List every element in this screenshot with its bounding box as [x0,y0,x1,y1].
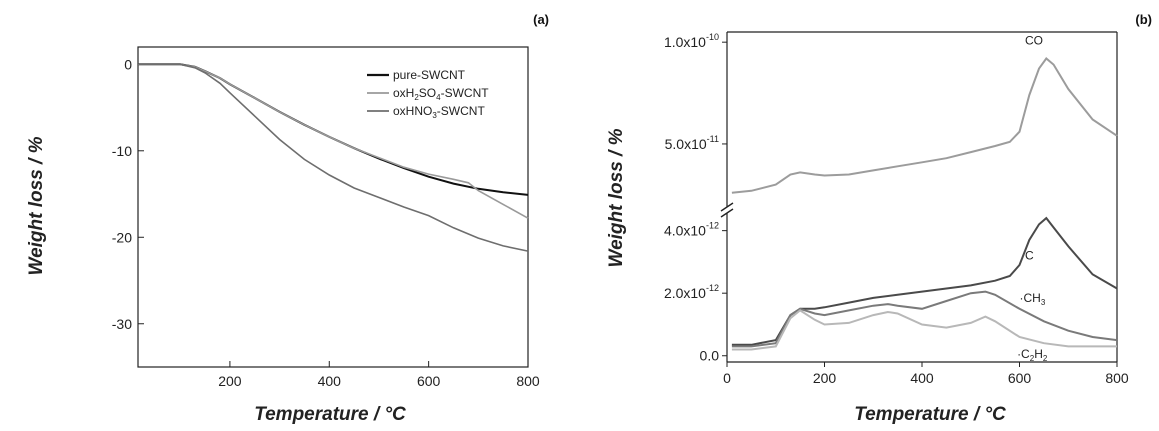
panel-b: 0 200 400 600 800 1.0x10-10 5.0x10-11 4.0x10-12… [606,12,1152,425]
x-tick-label-b: 0 [723,370,731,386]
legend-entry: oxHNO3-SWCNT [393,104,485,120]
y-tick-label-b: 4.0x10-12 [664,221,719,239]
x-tick-label-a: 200 [218,373,242,389]
y-tick-label-b: 5.0x10-11 [665,134,719,152]
series-label: CO [1025,33,1043,47]
x-tick-label-a: 400 [318,373,342,389]
series-label: ·C2H2 [1017,347,1048,363]
y-tick-label-a: 0 [124,56,132,72]
y-tick-label-b: 1.0x10-10 [664,32,719,50]
panel-label-a: (a) [533,12,549,27]
y-tick-label-a: -20 [112,229,132,245]
series-label: ·CH3 [1020,291,1046,307]
y-tick-label-b: 0.0 [700,348,720,364]
legend-entry: oxH2SO4-SWCNT [393,86,489,102]
x-tick-label-b: 200 [813,370,837,386]
panel-label-b: (b) [1135,12,1152,27]
x-axis-title-a: Temperature / °C [254,404,406,425]
y-axis-title-a: Weight loss / % [26,136,47,275]
x-tick-label-a: 800 [516,373,540,389]
x-tick-label-b: 400 [910,370,934,386]
x-axis-title-b: Temperature / °C [854,404,1006,425]
y-tick-label-a: -30 [112,316,132,332]
legend-entry: pure-SWCNT [393,68,466,82]
y-tick-label-b: 2.0x10-12 [664,283,719,301]
series-line-co [732,59,1117,193]
x-tick-label-b: 800 [1105,370,1129,386]
panel-a: 200 400 600 800 0 -10 -20 -30 pure-SWCNT oxH2SO4-… [26,12,549,425]
x-tick-label-a: 600 [417,373,441,389]
series-label: C [1025,249,1034,263]
x-tick-label-b: 600 [1008,370,1032,386]
y-axis-title-b: Weight loss / % [606,128,627,267]
series-line-pure-swcnt [138,64,528,195]
y-tick-label-a: -10 [112,143,132,159]
